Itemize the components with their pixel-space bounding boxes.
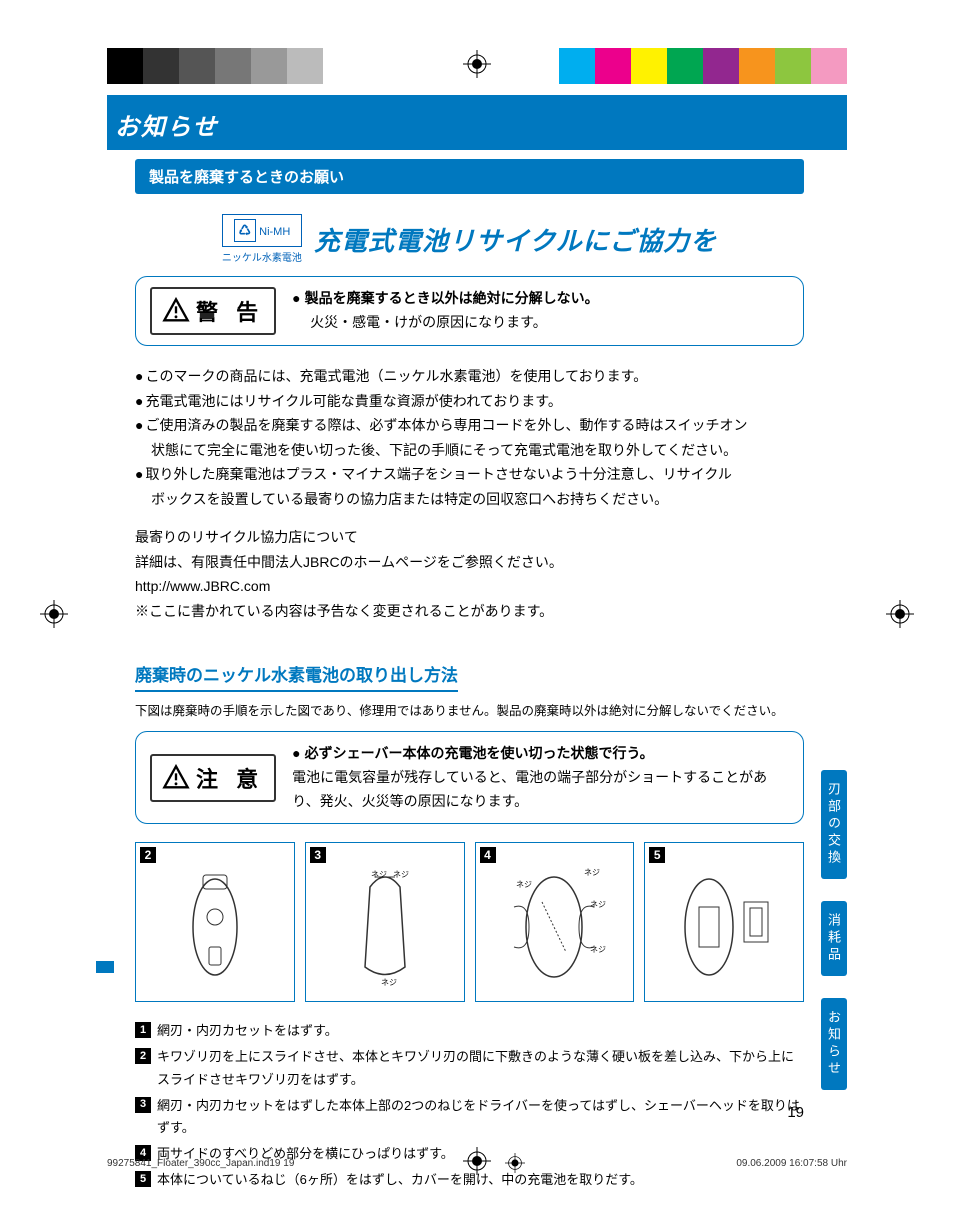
shaver-illustration-icon	[165, 857, 265, 987]
diagram-number: 4	[480, 847, 496, 863]
diagram-box: 4 ネジネジネジネジ	[475, 842, 635, 1002]
para-note: ※ここに書かれている内容は予告なく変更されることがあります。	[135, 599, 804, 624]
caution-content: 必ずシェーバー本体の充電池を使い切った状態で行う。 電池に電気容量が残存している…	[292, 742, 789, 813]
svg-text:ネジ: ネジ	[516, 880, 532, 889]
registration-mark-icon	[463, 50, 491, 78]
para: 詳細は、有限責任中間法人JBRCのホームページをご参照ください。	[135, 550, 804, 575]
shaver-illustration-icon: ネジネジネジ	[335, 857, 435, 987]
diagram-row: 2 3 ネジネジネジ 4 ネジネジネジネジ 5	[135, 842, 804, 1002]
recycle-title: 充電式電池リサイクルにご協力を	[314, 221, 717, 258]
bullet-item: ご使用済みの製品を廃棄する際は、必ず本体から専用コードを外し、動作する時はスイッ…	[145, 413, 747, 438]
para: 最寄りのリサイクル協力店について	[135, 525, 804, 550]
print-color-bars-right	[559, 48, 847, 84]
footer-left: 99275841_Floater_390cc_Japan.ind19 19	[107, 1158, 294, 1169]
bullet-item: このマークの商品には、充電式電池（ニッケル水素電池）を使用しております。	[145, 364, 647, 389]
shaver-illustration-icon: ネジネジネジネジ	[494, 857, 614, 987]
diagram-number: 2	[140, 847, 156, 863]
nimh-label: Ni-MH	[259, 226, 290, 238]
warning-badge: 警 告	[150, 287, 276, 335]
print-color-bars-left	[107, 48, 323, 84]
bullet-cont: 状態にて完全に電池を使い切った後、下記の手順にそって充電式電池を取り外してくださ…	[135, 438, 804, 463]
para-url: http://www.JBRC.com	[135, 574, 804, 599]
caution-line2: 電池に電気容量が残存していると、電池の端子部分がショートすることがあり、発火、火…	[292, 766, 789, 814]
diagram-box: 3 ネジネジネジ	[305, 842, 465, 1002]
bullet-item: 取り外した廃棄電池はプラス・マイナス端子をショートさせないよう十分注意し、リサイ…	[145, 462, 731, 487]
section-heading: 製品を廃棄するときのお願い	[135, 159, 804, 194]
warning-label: 警 告	[196, 295, 264, 327]
caution-box: 注 意 必ずシェーバー本体の充電池を使い切った状態で行う。 電池に電気容量が残存…	[135, 731, 804, 824]
sub-caption: 下図は廃棄時の手順を示した図であり、修理用ではありません。製品の廃棄時以外は絶対…	[135, 700, 804, 719]
page-title: お知らせ	[115, 107, 847, 142]
registration-mark-icon	[886, 600, 914, 628]
registration-mark-icon	[505, 1153, 525, 1173]
diagram-box: 2	[135, 842, 295, 1002]
margin-marker	[96, 961, 114, 973]
svg-text:ネジ: ネジ	[381, 978, 397, 987]
side-tab: お知らせ	[821, 998, 847, 1090]
footer-right: 09.06.2009 16:07:58 Uhr	[736, 1158, 847, 1169]
diagram-number: 3	[310, 847, 326, 863]
svg-text:ネジ: ネジ	[590, 900, 606, 909]
sub-heading: 廃棄時のニッケル水素電池の取り出し方法	[135, 661, 458, 692]
diagram-number: 5	[649, 847, 665, 863]
step-text: 網刃・内刃カセットをはずす。	[157, 1020, 804, 1042]
warning-line2: 火災・感電・けがの原因になります。	[292, 311, 598, 335]
bullet-item: 充電式電池にはリサイクル可能な貴重な資源が使われております。	[145, 389, 561, 414]
recycle-banner: ♺ Ni-MH ニッケル水素電池 充電式電池リサイクルにご協力を	[135, 214, 804, 264]
warning-triangle-icon	[162, 764, 190, 792]
diagram-box: 5	[644, 842, 804, 1002]
print-footer: 99275841_Floater_390cc_Japan.ind19 19 09…	[107, 1153, 847, 1173]
step-item: 2キワゾリ刃を上にスライドさせ、本体とキワゾリ刃の間に下敷きのような薄く硬い板を…	[135, 1046, 804, 1090]
nimh-caption: ニッケル水素電池	[222, 249, 302, 264]
caution-label: 注 意	[196, 762, 264, 794]
bullet-list: このマークの商品には、充電式電池（ニッケル水素電池）を使用しております。 充電式…	[135, 364, 804, 511]
svg-text:ネジ: ネジ	[371, 870, 387, 879]
registration-mark-icon	[40, 600, 68, 628]
step-text: キワゾリ刃を上にスライドさせ、本体とキワゾリ刃の間に下敷きのような薄く硬い板を差…	[157, 1046, 804, 1090]
content-area: 製品を廃棄するときのお願い ♺ Ni-MH ニッケル水素電池 充電式電池リサイク…	[135, 159, 804, 1195]
side-tabs: 刃部の交換 消耗品 お知らせ	[821, 770, 847, 1090]
page-number: 19	[787, 1104, 804, 1121]
svg-text:ネジ: ネジ	[590, 945, 606, 954]
nimh-mark-icon: ♺ Ni-MH ニッケル水素電池	[222, 214, 302, 264]
side-tab: 消耗品	[821, 901, 847, 976]
svg-text:ネジ: ネジ	[393, 870, 409, 879]
warning-content: 製品を廃棄するとき以外は絶対に分解しない。 火災・感電・けがの原因になります。	[292, 287, 598, 335]
warning-triangle-icon	[162, 297, 190, 325]
page-header: お知らせ	[107, 95, 847, 150]
side-tab: 刃部の交換	[821, 770, 847, 879]
step-item: 1網刃・内刃カセットをはずす。	[135, 1020, 804, 1042]
svg-text:ネジ: ネジ	[584, 868, 600, 877]
warning-line1: 製品を廃棄するとき以外は絶対に分解しない。	[305, 287, 599, 311]
bullet-cont: ボックスを設置している最寄りの協力店または特定の回収窓口へお持ちください。	[135, 487, 804, 512]
caution-badge: 注 意	[150, 754, 276, 802]
shaver-illustration-icon	[664, 857, 784, 987]
step-item: 3網刃・内刃カセットをはずした本体上部の2つのねじをドライバーを使ってはずし、シ…	[135, 1095, 804, 1139]
caution-line1: 必ずシェーバー本体の充電池を使い切った状態で行う。	[305, 742, 654, 766]
page: お知らせ 製品を廃棄するときのお願い ♺ Ni-MH ニッケル水素電池 充電式電…	[0, 0, 954, 1223]
warning-box: 警 告 製品を廃棄するとき以外は絶対に分解しない。 火災・感電・けがの原因になり…	[135, 276, 804, 346]
step-text: 網刃・内刃カセットをはずした本体上部の2つのねじをドライバーを使ってはずし、シェ…	[157, 1095, 804, 1139]
